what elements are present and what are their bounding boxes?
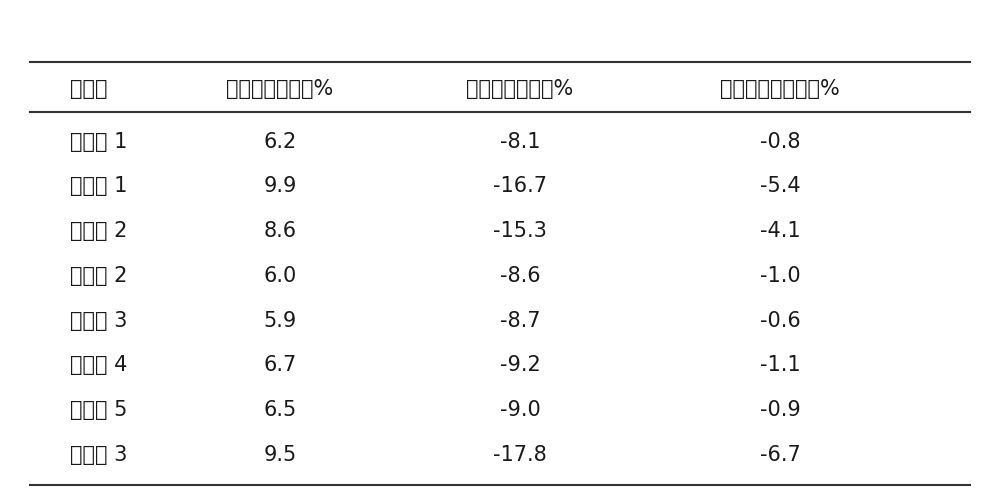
Text: 6.2: 6.2 [263,132,297,152]
Text: -8.7: -8.7 [500,311,540,331]
Text: -0.8: -0.8 [760,132,800,152]
Text: -9.0: -9.0 [500,400,540,420]
Text: -17.8: -17.8 [493,445,547,465]
Text: 实施例 4: 实施例 4 [70,355,127,375]
Text: -4.1: -4.1 [760,221,800,241]
Text: 实施例 5: 实施例 5 [70,400,127,420]
Text: 断裂伸长率变化率%: 断裂伸长率变化率% [720,80,840,99]
Text: -9.2: -9.2 [500,355,540,375]
Text: -8.1: -8.1 [500,132,540,152]
Text: -0.9: -0.9 [760,400,800,420]
Text: 9.9: 9.9 [263,176,297,196]
Text: 屈服强度变化率%: 屈服强度变化率% [226,80,334,99]
Text: 6.5: 6.5 [263,400,297,420]
Text: 8.6: 8.6 [263,221,297,241]
Text: 实施例 3: 实施例 3 [70,311,127,331]
Text: -15.3: -15.3 [493,221,547,241]
Text: -1.0: -1.0 [760,266,800,286]
Text: 5.9: 5.9 [263,311,297,331]
Text: 对比例 1: 对比例 1 [70,176,127,196]
Text: -8.6: -8.6 [500,266,540,286]
Text: 对比例 2: 对比例 2 [70,221,127,241]
Text: -6.7: -6.7 [760,445,800,465]
Text: 对比例 3: 对比例 3 [70,445,127,465]
Text: -16.7: -16.7 [493,176,547,196]
Text: 6.0: 6.0 [263,266,297,286]
Text: -1.1: -1.1 [760,355,800,375]
Text: 断裂强度变化率%: 断裂强度变化率% [466,80,574,99]
Text: 9.5: 9.5 [263,445,297,465]
Text: -0.6: -0.6 [760,311,800,331]
Text: 实施例 1: 实施例 1 [70,132,127,152]
Text: 6.7: 6.7 [263,355,297,375]
Text: 实施例 2: 实施例 2 [70,266,127,286]
Text: -5.4: -5.4 [760,176,800,196]
Text: 催化剂: 催化剂 [70,80,108,99]
